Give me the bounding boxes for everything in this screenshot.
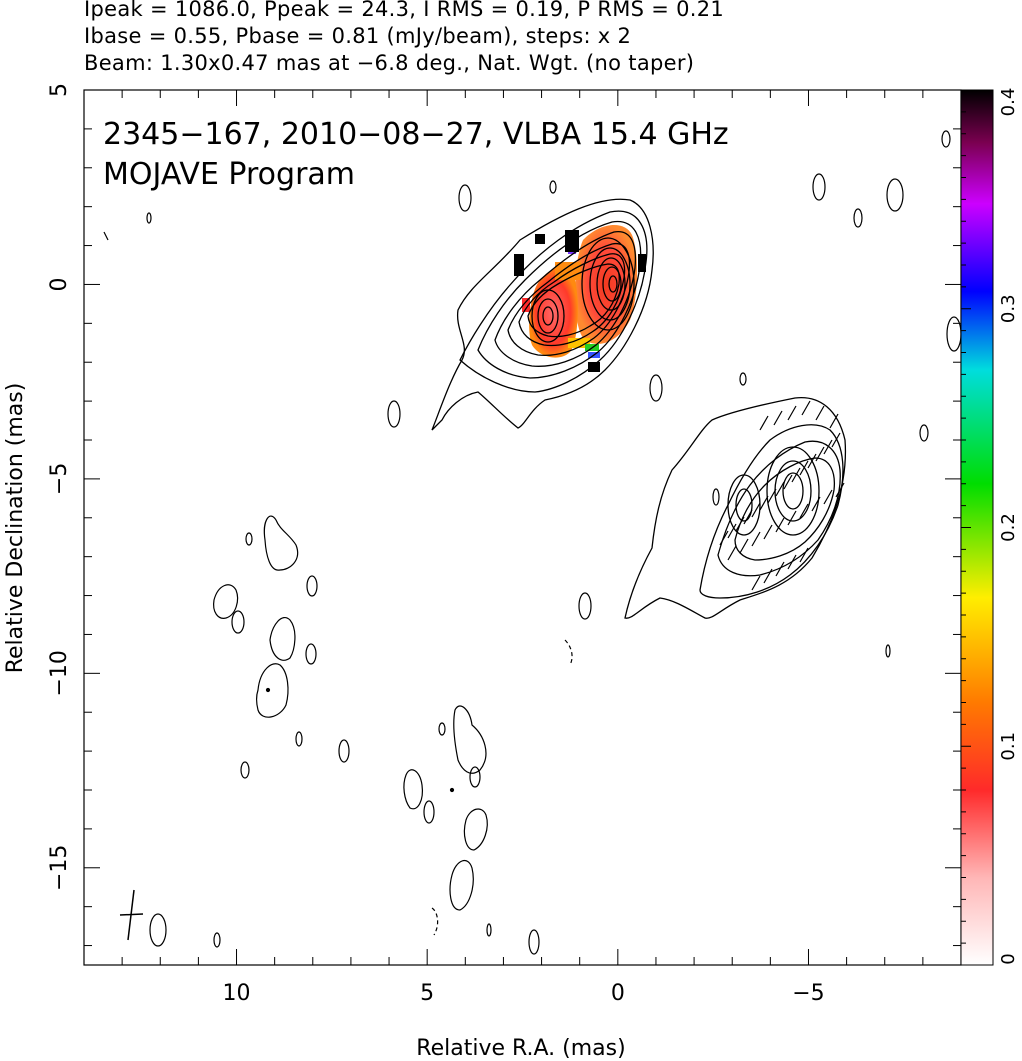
y-tick-label: −5	[47, 463, 72, 495]
map-content: 2345−167, 2010−08−27, VLBA 15.4 GHz MOJA…	[103, 117, 961, 955]
core-peak-contour	[581, 237, 635, 331]
colorbar-label: 0.2	[998, 513, 1019, 542]
polarization-vectors	[719, 400, 845, 591]
pol-black-block	[514, 254, 524, 276]
jet-contours	[624, 397, 847, 619]
y-axis-tick-labels: 5 0 −5 −10 −15	[47, 83, 72, 891]
pol-black-block	[638, 254, 646, 272]
core-contour	[477, 220, 642, 379]
y-tick-label: −15	[47, 845, 72, 891]
colorbar-ticks	[961, 89, 971, 966]
jet-component-contour	[782, 472, 804, 510]
y-axis-title: Relative Declination (mas)	[3, 383, 28, 674]
jet-component-contour	[766, 446, 820, 536]
jet-component-contour	[727, 474, 761, 536]
pol-black-block	[588, 362, 600, 372]
core-contour	[518, 253, 626, 347]
inner-component-contour	[542, 306, 554, 326]
inner-component-contour	[537, 298, 559, 334]
pol-yellow-patch	[568, 338, 590, 348]
pol-black-block	[535, 234, 545, 244]
jet-component-contour	[735, 488, 753, 522]
colorbar-labels: 0 0.1 0.2 0.3 0.4	[998, 88, 1019, 965]
core-contour	[459, 210, 648, 393]
x-axis-title: Relative R.A. (mas)	[416, 1036, 625, 1061]
header-stats-line: Ipeak = 1086.0, Ppeak = 24.3, I RMS = 0.…	[84, 0, 725, 21]
beam-marker	[119, 889, 144, 941]
jet-contour	[734, 457, 836, 561]
jet-contour	[699, 424, 844, 599]
jet-outer-contour	[624, 397, 847, 619]
colorbar-label: 0.1	[998, 732, 1019, 761]
y-tick-label: 5	[47, 83, 72, 97]
pol-ticks-c	[759, 400, 839, 431]
x-tick-label: 0	[611, 981, 625, 1006]
header-base-line: Ibase = 0.55, Pbase = 0.81 (mJy/beam), s…	[84, 24, 632, 48]
header-beam-line: Beam: 1.30x0.47 mas at −6.8 deg., Nat. W…	[84, 51, 695, 75]
core-outer-contour	[431, 198, 654, 431]
noise-contours	[103, 130, 961, 955]
pol-red-dot	[522, 298, 530, 312]
x-axis-tick-labels: 10 5 0 −5	[223, 981, 825, 1006]
pol-ticks-b	[727, 482, 845, 561]
core-contours	[431, 198, 654, 431]
map-title: 2345−167, 2010−08−27, VLBA 15.4 GHz	[103, 117, 729, 152]
y-tick-label: −10	[47, 650, 72, 696]
y-tick-label: 0	[47, 277, 72, 291]
y-axis-ticks	[84, 89, 961, 947]
core-peak-contour	[602, 266, 622, 302]
core-contour	[527, 263, 620, 338]
jet-component-contour	[774, 460, 812, 522]
core-peak-contour	[596, 257, 626, 311]
x-axis-ticks	[83, 90, 962, 965]
core-contour	[494, 231, 637, 367]
colorbar-label: 0.4	[998, 88, 1019, 117]
x-tick-label: 10	[223, 981, 251, 1006]
plot-frame	[83, 89, 962, 966]
x-tick-label: 5	[420, 981, 434, 1006]
map-subtitle: MOJAVE Program	[103, 157, 355, 192]
jet-contour	[717, 440, 841, 577]
colorbar-label: 0.3	[998, 294, 1019, 323]
colorbar-label: 0	[998, 953, 1019, 964]
core-peak-contour	[608, 275, 618, 293]
pol-ticks-a	[719, 432, 841, 546]
pol-inner-region	[529, 267, 578, 358]
core-peak-contour	[589, 247, 631, 321]
x-tick-label: −5	[792, 981, 824, 1006]
inner-component-contour	[531, 289, 565, 343]
pol-ticks-d	[751, 547, 809, 591]
